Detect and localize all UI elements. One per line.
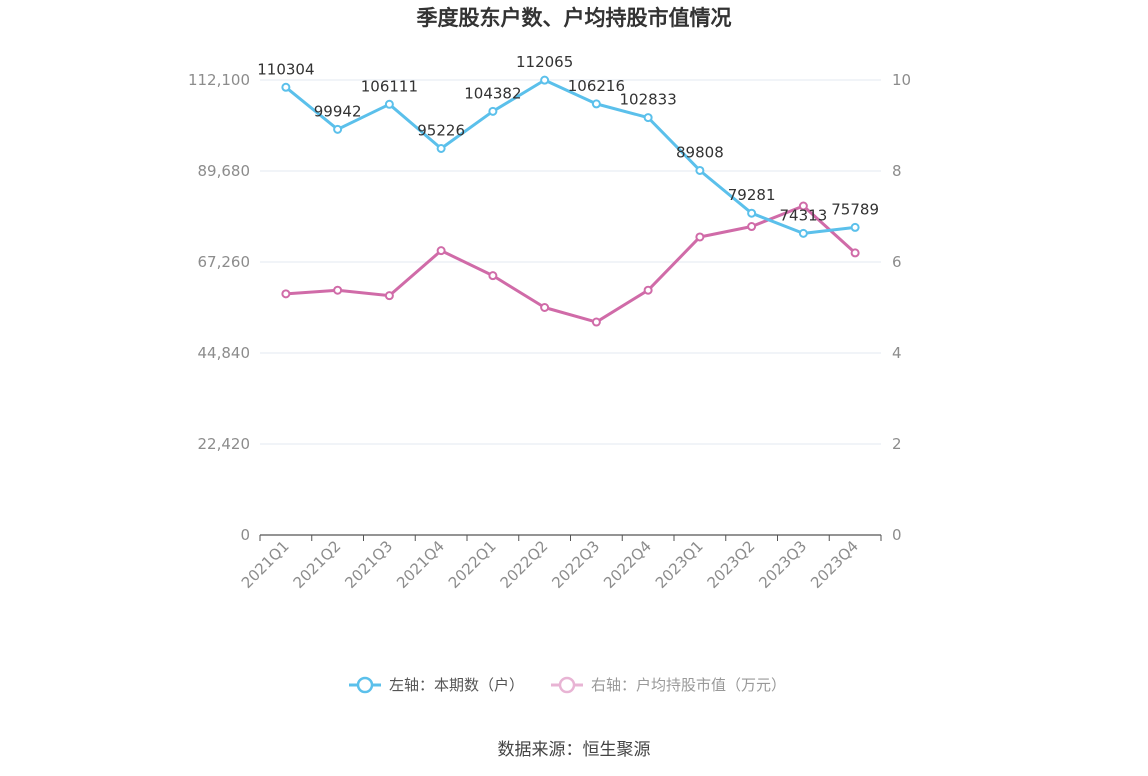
data-point-left[interactable] <box>488 106 498 116</box>
data-point-right[interactable] <box>798 201 808 211</box>
x-tick-label: 2021Q2 <box>290 537 345 592</box>
data-point-left[interactable] <box>384 99 394 109</box>
x-tick-label: 2023Q1 <box>652 537 707 592</box>
x-tick-label: 2021Q1 <box>238 537 293 592</box>
data-point-left[interactable] <box>333 124 343 134</box>
data-point-left[interactable] <box>281 82 291 92</box>
data-point-right[interactable] <box>747 222 757 232</box>
y-right-tick-label: 10 <box>892 71 911 89</box>
x-tick-label: 2022Q1 <box>445 537 500 592</box>
series <box>281 75 860 327</box>
data-point-right[interactable] <box>850 248 860 258</box>
data-point-right[interactable] <box>643 285 653 295</box>
grid <box>260 79 881 445</box>
data-point-right[interactable] <box>436 246 446 256</box>
y-right-tick-label: 0 <box>892 526 902 544</box>
source-note: 数据来源：恒生聚源 <box>498 740 651 760</box>
data-point-left[interactable] <box>798 228 808 238</box>
legend-label-left: 左轴：本期数（户） <box>389 676 524 694</box>
data-label: 75789 <box>831 200 879 218</box>
x-tick-label: 2023Q3 <box>755 537 810 592</box>
data-label: 104382 <box>464 84 521 102</box>
x-tick-label: 2021Q3 <box>341 537 396 592</box>
data-label: 106111 <box>361 77 418 95</box>
data-label: 89808 <box>676 143 724 161</box>
y-right-tick-label: 6 <box>892 253 902 271</box>
x-tick-label: 2021Q4 <box>393 537 448 592</box>
data-label: 99942 <box>314 102 362 120</box>
data-label: 79281 <box>728 186 776 204</box>
data-label: 110304 <box>257 60 314 78</box>
data-point-left[interactable] <box>850 222 860 232</box>
data-label: 95226 <box>417 121 465 139</box>
data-point-right[interactable] <box>333 285 343 295</box>
y-left-tick-label: 0 <box>240 526 250 544</box>
data-label: 102833 <box>619 91 676 109</box>
y-left-tick-label: 89,680 <box>198 162 251 180</box>
data-point-left[interactable] <box>695 165 705 175</box>
legend-marker-right <box>558 676 576 694</box>
legend-item-right[interactable]: 右轴：户均持股市值（万元） <box>551 676 786 694</box>
x-tick-label: 2022Q3 <box>548 537 603 592</box>
y-left-tick-label: 112,100 <box>188 71 250 89</box>
legend-item-left[interactable]: 左轴：本期数（户） <box>349 676 524 694</box>
data-label: 74313 <box>780 206 828 224</box>
x-tick-label: 2022Q2 <box>497 537 552 592</box>
data-point-right[interactable] <box>488 271 498 281</box>
x-tick-label: 2023Q2 <box>704 537 759 592</box>
x-tick-label: 2022Q4 <box>600 537 655 592</box>
data-label: 106216 <box>568 77 625 95</box>
y-left-tick-label: 67,260 <box>198 253 251 271</box>
y-left-tick-label: 22,420 <box>198 435 251 453</box>
data-point-right[interactable] <box>591 317 601 327</box>
chart-title: 季度股东户数、户均持股市值情况 <box>417 6 732 30</box>
y-right-tick-label: 2 <box>892 435 902 453</box>
series-line-right <box>285 204 857 324</box>
data-point-left[interactable] <box>540 75 550 85</box>
data-point-right[interactable] <box>281 289 291 299</box>
series-line-left <box>284 78 856 235</box>
data-point-right[interactable] <box>540 303 550 312</box>
data-label: 112065 <box>516 53 573 71</box>
legend-marker-left <box>356 676 374 694</box>
data-point-right[interactable] <box>384 291 394 301</box>
y-right-tick-label: 8 <box>892 162 902 180</box>
data-point-left[interactable] <box>747 208 757 218</box>
y-left-tick-label: 44,840 <box>198 344 251 362</box>
data-point-right[interactable] <box>695 232 705 242</box>
data-point-left[interactable] <box>436 143 446 153</box>
y-right-tick-label: 4 <box>892 344 902 362</box>
data-point-left[interactable] <box>591 99 601 109</box>
x-tick-label: 2023Q4 <box>807 537 862 592</box>
legend[interactable]: 左轴：本期数（户） 右轴：户均持股市值（万元） <box>349 676 786 694</box>
legend-label-right: 右轴：户均持股市值（万元） <box>591 676 786 694</box>
data-labels: 110304 99942 106111 95226 104382 112065 106216… <box>257 53 879 224</box>
data-point-left[interactable] <box>643 113 653 123</box>
